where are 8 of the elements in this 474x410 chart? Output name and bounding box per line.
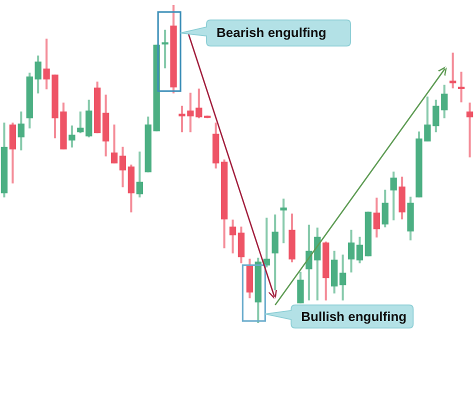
candlestick [229,220,236,254]
annotation: Bullish engulfing [301,308,407,324]
annotation: Bearish engulfing [216,25,326,40]
candlestick [466,102,474,158]
candlestick [162,30,168,68]
candlestick [450,52,456,88]
candlestick [458,72,465,102]
candlestick [280,198,287,244]
